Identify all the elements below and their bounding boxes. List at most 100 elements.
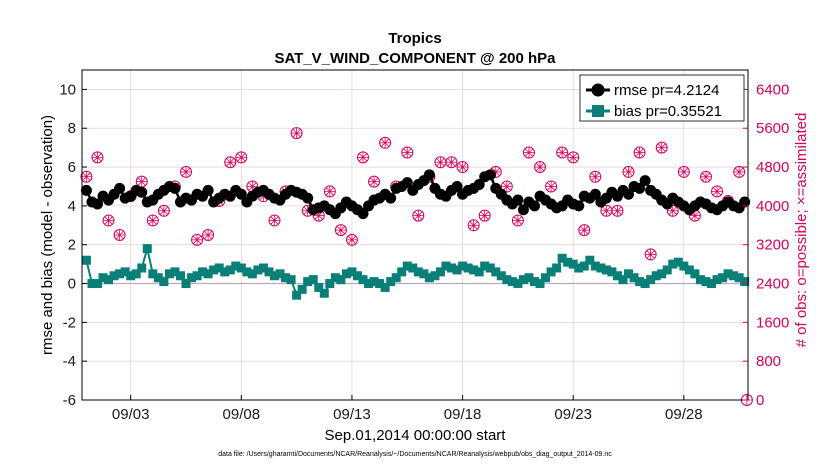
rmse-marker <box>528 200 540 212</box>
obs-cross-d2 <box>458 162 467 172</box>
bias-marker <box>198 267 208 277</box>
obs-count-point <box>733 165 746 178</box>
obs-cross-d2 <box>159 206 168 215</box>
bias-marker <box>695 275 705 285</box>
bias-marker <box>314 282 324 292</box>
bias-marker <box>330 273 340 283</box>
rmse-series <box>80 169 751 220</box>
bias-marker <box>712 275 722 285</box>
bias-marker <box>303 277 313 287</box>
obs-count-point <box>412 209 425 222</box>
obs-cross-d2 <box>104 216 113 225</box>
rmse-marker <box>202 184 214 196</box>
y-left-tick-label: -6 <box>63 392 76 409</box>
y-right-tick-label: 1600 <box>756 314 789 331</box>
bias-marker <box>364 279 374 289</box>
y-right-tick-label: 0 <box>756 392 764 409</box>
obs-cross-d2 <box>679 167 688 177</box>
x-tick-label: 09/28 <box>665 406 703 423</box>
obs-count-point <box>202 229 215 241</box>
rmse-marker <box>114 182 126 194</box>
bias-marker <box>585 255 595 265</box>
bias-marker <box>424 273 434 283</box>
y-right-tick-label: 4000 <box>756 198 789 215</box>
obs-count-point <box>578 224 591 237</box>
obs-count-point <box>467 219 480 232</box>
obs-cross-d2 <box>181 167 191 177</box>
rmse-marker <box>385 192 397 204</box>
obs-cross-d2 <box>347 235 357 244</box>
obs-cross-d2 <box>436 158 445 167</box>
obs-cross-d2 <box>712 187 722 196</box>
legend-bias-label: bias pr=0.35521 <box>614 103 722 120</box>
obs-count-point <box>711 185 724 198</box>
rmse-marker <box>639 175 651 187</box>
bias-marker <box>673 257 683 267</box>
obs-cross-d2 <box>480 211 489 220</box>
obs-cross-d2 <box>447 158 456 167</box>
rmse-marker <box>739 196 751 208</box>
bias-marker <box>281 273 291 283</box>
bias-marker <box>574 263 584 273</box>
obs-count-point <box>511 214 524 227</box>
bias-marker <box>391 273 401 283</box>
y-right-tick-label: 3200 <box>756 237 789 254</box>
x-tick-label: 09/03 <box>112 406 150 423</box>
y-left-tick-label: 6 <box>68 159 76 176</box>
rmse-marker <box>401 177 413 189</box>
y-left-tick-label: -2 <box>63 314 76 331</box>
obs-cross-d2 <box>513 216 523 225</box>
bias-marker <box>452 265 462 275</box>
bias-marker <box>247 269 257 279</box>
obs-cross-d2 <box>735 167 744 177</box>
obs-cross-d2 <box>237 153 246 162</box>
bias-marker <box>319 288 329 298</box>
rmse-marker <box>512 194 524 206</box>
bias-marker <box>92 279 102 289</box>
obs-count-point <box>445 156 458 169</box>
obs-count-point <box>146 214 159 227</box>
bias-marker <box>352 271 362 281</box>
y-right-tick-label: 800 <box>756 353 781 370</box>
obs-count-point <box>235 151 248 164</box>
bias-marker <box>126 271 136 281</box>
bias-marker <box>563 257 573 267</box>
bias-marker <box>253 265 263 275</box>
obs-cross-d2 <box>314 211 323 220</box>
rmse-marker <box>423 169 435 181</box>
obs-cross-d2 <box>82 172 91 181</box>
obs-count-point <box>379 136 392 149</box>
obs-count-point <box>478 209 491 222</box>
bias-marker <box>601 265 611 275</box>
bias-marker <box>269 271 279 281</box>
bias-marker <box>524 273 534 283</box>
obs-cross-d2 <box>646 250 655 259</box>
bias-marker <box>529 277 539 287</box>
bias-marker <box>336 275 346 285</box>
obs-count-point <box>334 224 347 237</box>
bias-marker <box>109 271 119 281</box>
bias-marker <box>701 277 711 287</box>
bias-marker <box>629 273 639 283</box>
bias-marker <box>397 267 407 277</box>
bias-marker <box>137 263 147 273</box>
x-axis-ticks: 09/03 09/08 09/13 09/18 09/23 09/28 <box>112 395 703 423</box>
bias-marker <box>358 275 368 285</box>
obs-cross-d2 <box>580 226 589 235</box>
bias-marker <box>546 267 556 277</box>
bias-marker <box>706 279 716 289</box>
bias-marker <box>513 279 523 289</box>
bias-marker <box>264 267 274 277</box>
bias-marker <box>187 273 197 283</box>
obs-count-point <box>677 165 690 178</box>
obs-count-point <box>699 170 712 183</box>
y-left-tick-label: 2 <box>68 237 76 254</box>
bias-marker <box>557 253 567 263</box>
obs-count-point <box>534 161 547 174</box>
obs-count-point <box>589 170 602 183</box>
bias-marker <box>596 263 606 273</box>
obs-cross-d2 <box>148 216 157 225</box>
x-tick-label: 09/13 <box>333 406 371 423</box>
bias-marker <box>684 265 694 275</box>
